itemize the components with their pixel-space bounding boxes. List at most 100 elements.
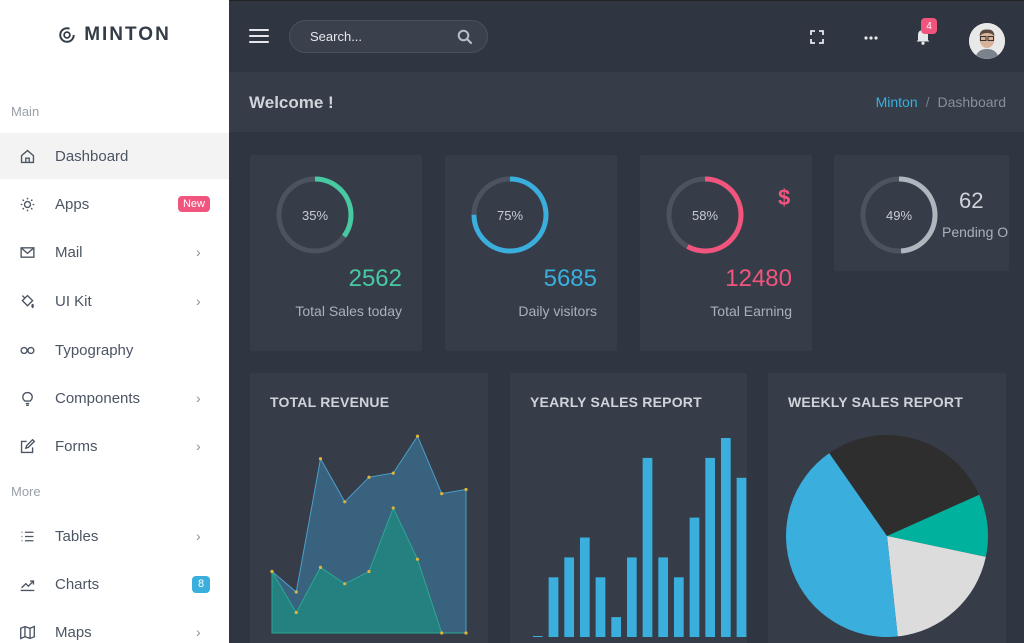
area-point — [318, 457, 323, 461]
sidebar: MINTON Main Dashboard Apps New Mail › UI… — [0, 0, 229, 643]
sidebar-item-label: UI Kit — [55, 292, 92, 310]
area-point — [391, 471, 395, 475]
yearly-bar — [642, 457, 653, 637]
area-point — [294, 590, 298, 594]
sidebar-item-tables[interactable]: Tables › — [0, 513, 229, 559]
paint-bucket-icon — [17, 291, 37, 311]
stat-label: Daily visitors — [518, 303, 597, 319]
search-icon[interactable] — [457, 29, 473, 45]
weekly-sales-card: WEEKLY SALES REPORT — [768, 373, 1006, 643]
progress-percent: 35% — [301, 207, 329, 223]
progress-ring — [471, 176, 549, 254]
infinity-icon — [17, 340, 37, 360]
search-input[interactable] — [290, 29, 450, 44]
sidebar-item-label: Mail — [55, 243, 83, 261]
progress-ring — [666, 176, 744, 254]
sidebar-item-maps[interactable]: Maps › — [0, 609, 229, 643]
sidebar-item-label: Charts — [55, 575, 100, 593]
fullscreen-icon[interactable] — [809, 29, 825, 45]
yearly-bar — [736, 477, 747, 637]
topbar: 4 — [229, 0, 1024, 70]
home-icon — [17, 146, 37, 166]
progress-percent: 75% — [496, 207, 524, 223]
yearly-bar — [595, 577, 606, 637]
sidebar-item-mail[interactable]: Mail › — [0, 229, 229, 275]
sidebar-item-components[interactable]: Components › — [0, 375, 229, 421]
breadcrumb-home-link[interactable]: Minton — [875, 94, 918, 110]
yearly-bar — [658, 557, 669, 637]
notification-count-badge: 4 — [921, 18, 937, 34]
progress-percent: 58% — [691, 207, 719, 223]
breadcrumb-current: Dashboard — [937, 94, 1007, 110]
stat-label: Total Sales today — [295, 303, 402, 319]
sidebar-section-more: More — [11, 484, 41, 499]
stat-value: 62 — [959, 188, 984, 213]
total-revenue-card: TOTAL REVENUE — [250, 373, 488, 643]
area-point — [464, 631, 468, 635]
area-point — [440, 492, 444, 496]
sidebar-item-dashboard[interactable]: Dashboard — [0, 133, 229, 179]
area-point — [440, 631, 444, 635]
mail-icon — [17, 242, 37, 262]
more-dots-icon[interactable] — [863, 35, 879, 41]
pie-slice — [829, 435, 980, 536]
area-point — [415, 434, 420, 438]
sidebar-item-label: Typography — [55, 341, 134, 359]
yearly-bar — [611, 617, 622, 637]
progress-ring — [860, 176, 938, 254]
area-point — [294, 610, 298, 615]
stat-card-daily-visitors: 75% 5685 Daily visitors — [445, 155, 617, 351]
page-header: Welcome ! Minton / Dashboard — [229, 72, 1024, 132]
pie-slice — [887, 494, 988, 557]
yearly-bar — [564, 557, 575, 637]
chevron-right-icon: › — [196, 244, 201, 260]
yearly-bar — [720, 438, 731, 637]
area-point — [464, 487, 468, 492]
new-badge: New — [177, 196, 210, 212]
list-icon — [17, 526, 37, 546]
area-point — [343, 500, 347, 504]
trending-icon — [17, 574, 37, 594]
sidebar-item-label: Dashboard — [55, 147, 129, 165]
brand-name: MINTON — [84, 24, 171, 45]
chevron-right-icon: › — [196, 390, 201, 406]
pie-slice — [786, 453, 898, 637]
user-avatar[interactable] — [969, 23, 1005, 59]
chevron-right-icon: › — [196, 293, 201, 309]
sidebar-item-apps[interactable]: Apps New — [0, 181, 229, 227]
sidebar-item-label: Forms — [55, 437, 98, 455]
area-point — [343, 582, 347, 586]
area-point — [415, 557, 420, 561]
chevron-right-icon: › — [196, 438, 201, 454]
search-box — [289, 20, 488, 53]
brand-logo[interactable]: MINTON — [0, 0, 229, 70]
charts-count-badge: 8 — [192, 575, 210, 593]
sidebar-item-charts[interactable]: Charts 8 — [0, 561, 229, 607]
yearly-bar — [532, 636, 543, 637]
stat-label: Pending Orders — [942, 224, 1009, 240]
area-point — [367, 569, 371, 574]
progress-percent: 49% — [885, 207, 913, 223]
sun-icon — [17, 194, 37, 214]
map-icon — [17, 622, 37, 642]
sidebar-item-forms[interactable]: Forms › — [0, 423, 229, 469]
sidebar-item-ui-kit[interactable]: UI Kit › — [0, 278, 229, 324]
sidebar-item-typography[interactable]: Typography — [0, 327, 229, 373]
chart-title: WEEKLY SALES REPORT — [788, 394, 963, 410]
logo-icon — [59, 27, 75, 43]
menu-icon[interactable] — [249, 29, 269, 43]
dollar-icon: $ — [778, 185, 791, 210]
area-point — [318, 565, 323, 569]
progress-ring — [276, 176, 354, 254]
area-point — [270, 569, 274, 574]
sidebar-section-main: Main — [11, 104, 40, 119]
stat-value: 2562 — [348, 265, 402, 292]
chevron-right-icon: › — [196, 624, 201, 640]
stat-card-total-sales: 35% 2562 Total Sales today — [250, 155, 422, 351]
weekly-sales-chart — [786, 435, 988, 637]
sidebar-item-label: Components — [55, 389, 141, 407]
yearly-bar — [673, 577, 684, 637]
yearly-bar — [689, 517, 700, 637]
avatar-image — [969, 23, 1005, 59]
lightbulb-icon — [17, 388, 37, 408]
